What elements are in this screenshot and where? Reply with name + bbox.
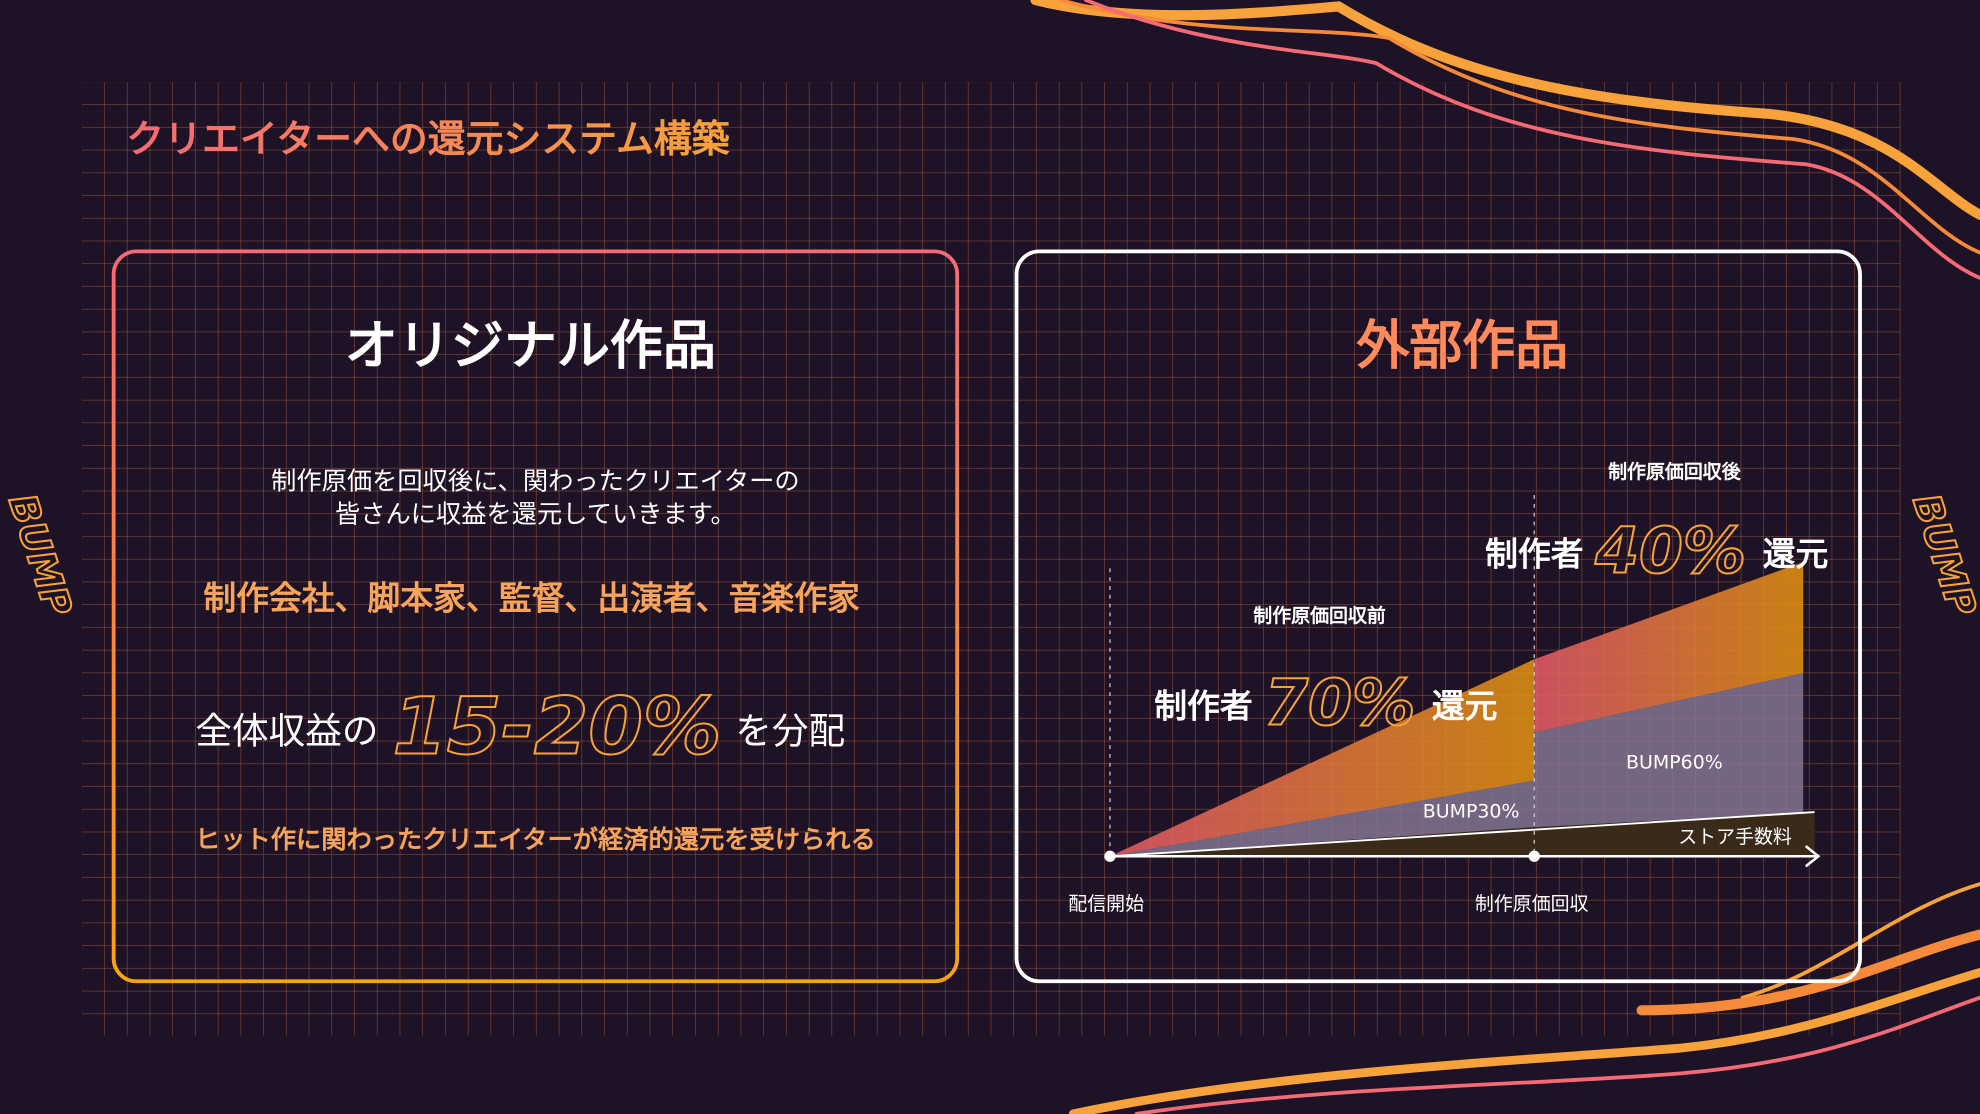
suffix: 還元 [1432,687,1498,725]
point [1528,850,1540,862]
area-bump [1534,673,1804,828]
phase-label: 制作原価回収前 [1253,604,1386,627]
logo: BUMP [1904,489,1980,622]
grid [82,82,1901,1036]
phase-share: 制作者 40% 還元 [1485,514,1828,588]
description: 皆さんに収益を還元していきます。 [335,499,736,528]
note: ヒット作に関わったクリエイターが経済的還元を受けられる [195,825,876,854]
logo: BUMP [0,489,81,622]
share-prefix: 全体収益の [195,709,378,752]
axis-arrow [1804,845,1821,868]
description: 制作原価を回収後に、関わったクリエイターの [271,466,799,495]
card [1014,249,1862,984]
x-label: 制作原価回収 [1475,893,1589,915]
area-label: ストア手数料 [1678,826,1792,848]
card-title: オリジナル作品 [345,314,716,376]
area-store [1534,812,1815,857]
prefix: 制作者 [1154,687,1252,725]
phase-share: 制作者 70% 還元 [1154,665,1497,739]
store-line [1109,811,1815,858]
share-value: 15-20% [392,682,721,773]
area-label: BUMP60% [1626,751,1723,773]
prefix: 制作者 [1485,535,1583,573]
value: 40% [1594,514,1746,588]
diagram [1104,495,1821,868]
point [1104,850,1116,862]
suffix: 還元 [1763,535,1829,573]
value: 70% [1264,665,1415,739]
card-title: 外部作品 [1356,314,1568,376]
card [111,249,960,984]
roles: 制作会社、脚本家、監督、出演者、音楽作家 [203,579,860,617]
slide-title: クリエイターへの還元システム構築 [126,117,729,161]
x-label: 配信開始 [1068,893,1144,915]
area-creator [1109,659,1535,857]
area-creator [1534,562,1804,733]
share: 全体収益の 15-20% を分配 [195,682,845,773]
waves [1030,0,1980,1114]
phase-label: 制作原価回収後 [1608,460,1742,483]
share-suffix: を分配 [735,709,845,752]
area-label: BUMP30% [1423,801,1520,823]
